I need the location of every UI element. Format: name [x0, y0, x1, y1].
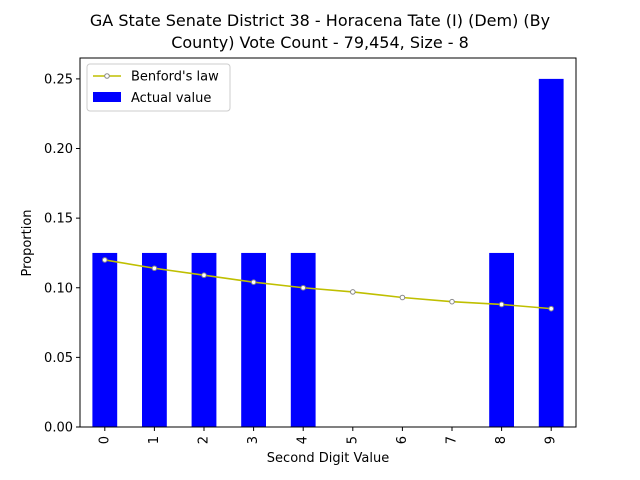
legend-frame [86, 63, 231, 112]
x-tick-label-3: 3 [246, 436, 261, 444]
benford-point-6 [399, 294, 406, 301]
x-tick-label-6: 6 [395, 436, 410, 444]
benford-point-1 [151, 265, 158, 272]
y-tick-label-5: 0.25 [44, 72, 73, 87]
benford-point-8 [498, 301, 505, 308]
x-tick-label-9: 9 [544, 436, 559, 444]
legend-actual-swatch [93, 92, 121, 102]
x-tick-label-7: 7 [445, 436, 460, 444]
y-tick-label-2: 0.10 [44, 281, 73, 296]
bar-9 [538, 78, 564, 428]
bar-2 [191, 252, 217, 427]
y-axis-label: Proportion [20, 209, 35, 276]
legend: Benford's law Actual value [86, 63, 231, 112]
benford-point-2 [201, 272, 207, 279]
x-tick-label-4: 4 [296, 436, 311, 444]
benford-point-3 [250, 279, 257, 285]
y-tick-label-4: 0.20 [44, 142, 73, 157]
x-tick-label-1: 1 [147, 436, 162, 444]
bar-4 [290, 252, 316, 427]
legend-benford-label: Benford's law [131, 70, 219, 85]
chart-title: GA State Senate District 38 - Horacena T… [0, 10, 640, 54]
benford-line-group [102, 257, 555, 312]
y-tick-label-0: 0.00 [44, 421, 73, 436]
y-axis: 0.00 0.05 0.10 0.15 0.20 0.25 [44, 72, 80, 436]
benford-point-0 [102, 257, 108, 263]
bars-group [92, 78, 564, 428]
chart-title-line-1: GA State Senate District 38 - Horacena T… [89, 11, 551, 30]
x-axis: 0 1 2 3 4 5 6 7 8 9 [97, 427, 559, 444]
legend-actual-label: Actual value [131, 91, 211, 106]
benford-point-9 [548, 305, 555, 312]
benford-line [104, 259, 552, 310]
x-tick-label-0: 0 [97, 436, 112, 444]
bar-3 [241, 252, 266, 427]
y-tick-label-1: 0.05 [44, 351, 73, 366]
x-axis-label: Second Digit Value [267, 451, 389, 466]
benford-point-4 [300, 284, 307, 291]
bar-0 [92, 252, 118, 427]
y-tick-label-3: 0.15 [44, 212, 73, 227]
chart-title-line-2: County) Vote Count - 79,454, Size - 8 [171, 33, 469, 52]
x-tick-label-2: 2 [197, 436, 212, 444]
benford-point-5 [350, 289, 356, 295]
x-tick-label-8: 8 [494, 436, 509, 444]
plot-frame [79, 57, 577, 428]
benford-point-7 [449, 298, 455, 305]
bar-1 [142, 252, 167, 427]
bar-8 [489, 252, 514, 427]
legend-benford-marker [104, 73, 110, 79]
x-tick-label-5: 5 [345, 436, 360, 444]
